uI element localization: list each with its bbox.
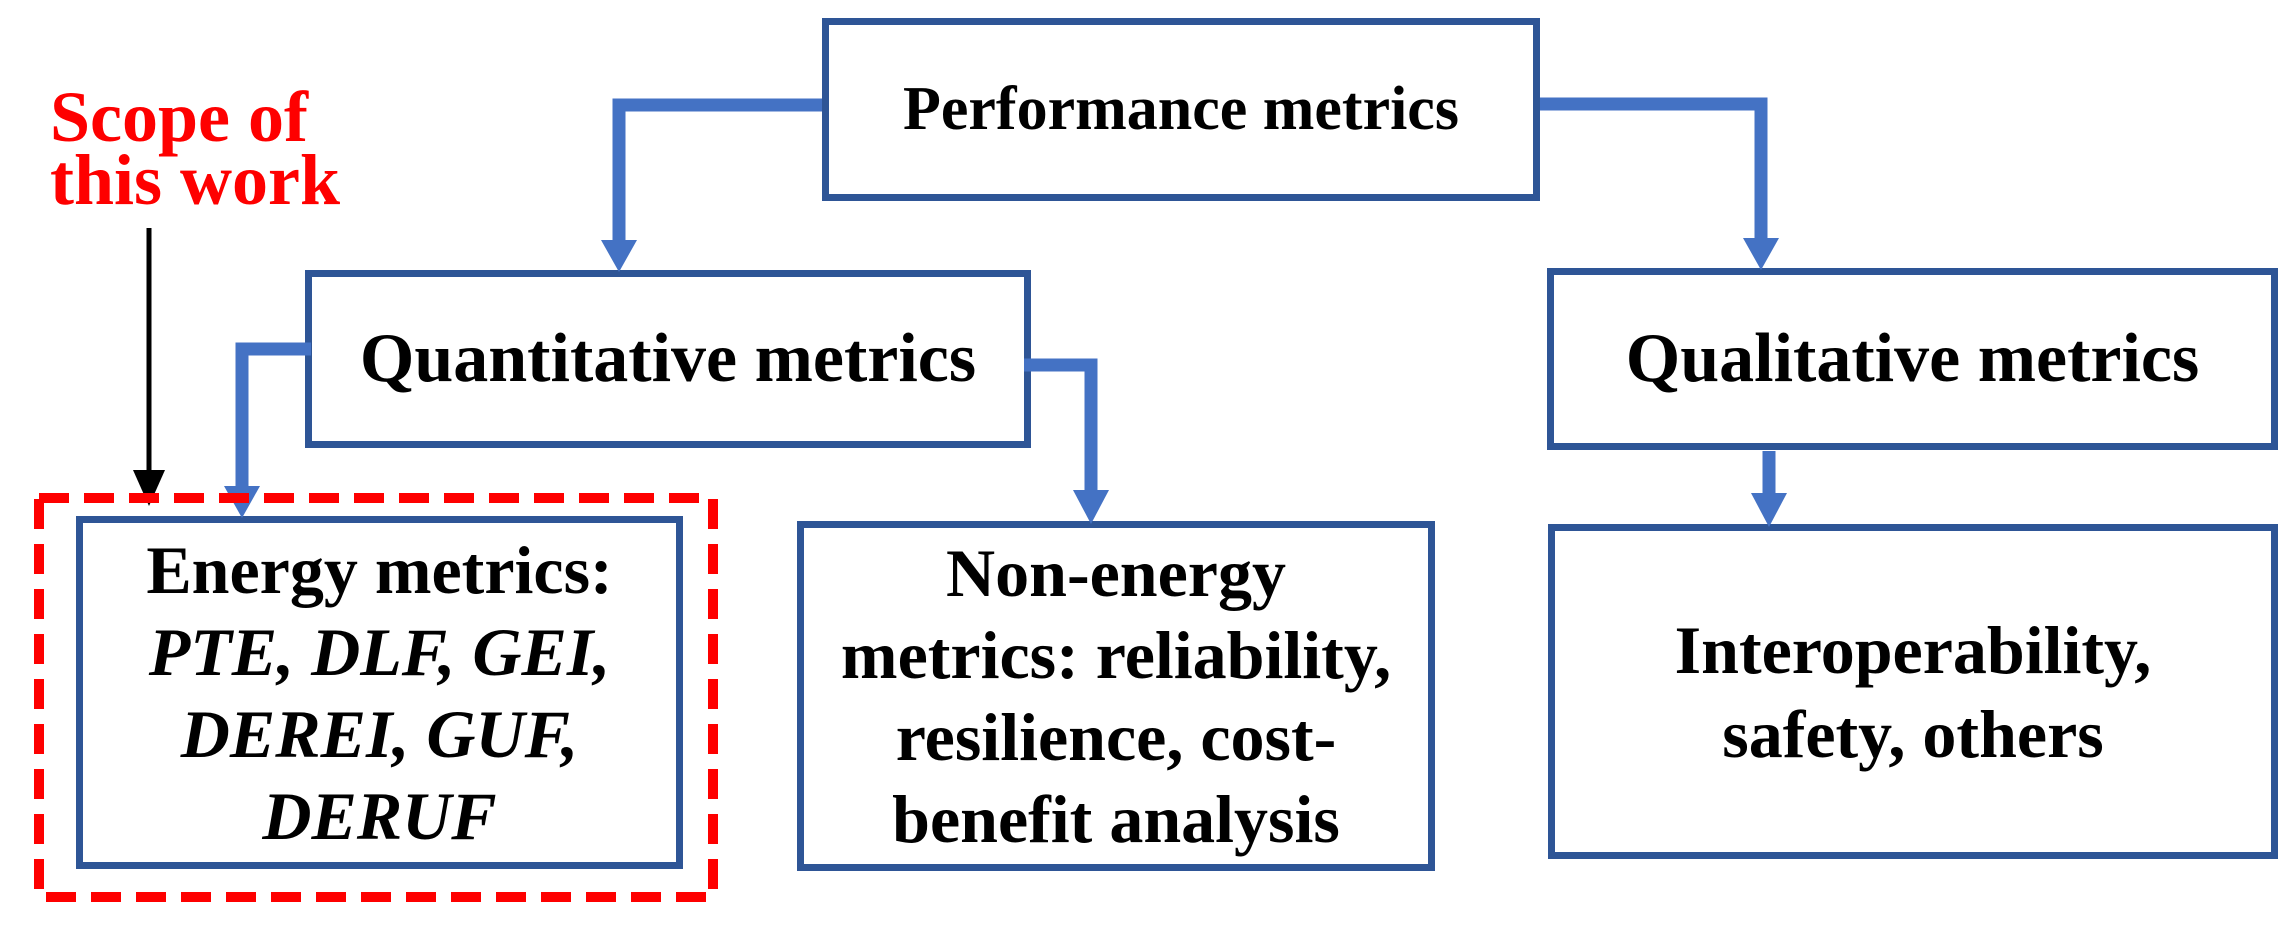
arrowhead-qualitative-to-interoperability-icon <box>1751 493 1787 527</box>
arrowhead-performance-to-qualitative-icon <box>1743 238 1779 270</box>
arrow-performance-to-qualitative <box>1540 97 1768 240</box>
quantitative-metrics-label: Quantitative metrics <box>359 320 977 397</box>
arrow-performance-to-quantitative <box>612 98 822 242</box>
arrow-quantitative-to-non-energy <box>1024 358 1098 492</box>
scope-of-this-work-label: Scope of this work <box>50 77 341 220</box>
performance-metrics-label: Performance metrics <box>903 75 1459 143</box>
arrow-quantitative-to-energy <box>235 342 311 488</box>
energy-metrics-title: Energy metrics: <box>146 531 613 608</box>
arrowhead-performance-to-quantitative-icon <box>601 240 637 272</box>
non-energy-metrics-box: Non-energy metrics: reliability, resilie… <box>797 521 1435 871</box>
interoperability-label: Interoperability, safety, others <box>1674 611 2152 772</box>
energy-metrics-box: Energy metrics: PTE, DLF, GEI, DEREI, GU… <box>76 516 683 869</box>
scope-annotation-arrowhead-icon <box>133 470 165 506</box>
quantitative-metrics-box: Quantitative metrics <box>305 270 1031 448</box>
interoperability-box: Interoperability, safety, others <box>1548 524 2278 859</box>
qualitative-metrics-box: Qualitative metrics <box>1547 268 2278 450</box>
non-energy-metrics-label: Non-energy metrics: reliability, resilie… <box>840 535 1392 857</box>
energy-metrics-items: PTE, DLF, GEI, DEREI, GUF, DERUF <box>148 613 611 854</box>
arrowhead-quantitative-to-non-energy-icon <box>1073 490 1109 524</box>
qualitative-metrics-label: Qualitative metrics <box>1625 320 2200 397</box>
arrowhead-quantitative-to-energy-icon <box>224 486 260 518</box>
performance-metrics-box: Performance metrics <box>822 18 1540 201</box>
